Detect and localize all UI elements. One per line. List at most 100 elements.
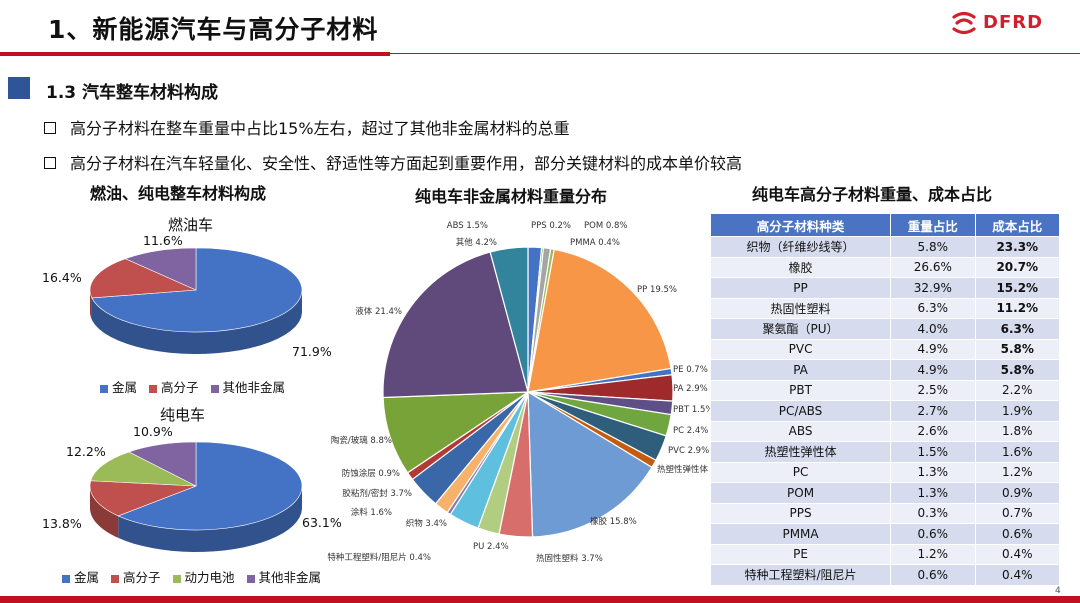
pie-data-label: 液体 21.4% (355, 306, 402, 317)
pie-slice-其他非金属 (128, 441, 197, 487)
table-cell: 1.3% (890, 482, 976, 504)
pie-data-label: PBT 1.5% (673, 405, 713, 415)
table-cell: 0.3% (890, 502, 976, 524)
table-cell: 0.7% (974, 502, 1061, 524)
table-cell: 6.3% (974, 318, 1061, 340)
table-cell: PMMA (709, 523, 892, 545)
legend-label: 高分子 (161, 380, 199, 395)
legend-swatch (111, 574, 120, 583)
pie-slice-side (91, 290, 302, 354)
table-row: POM 1.3% 0.9% (709, 482, 1061, 504)
subtitle-left: 燃油、纯电整车材料构成 (90, 184, 267, 203)
table-cell: 0.4% (974, 543, 1061, 565)
table-cell: PC/ABS (709, 400, 892, 422)
logo-text: DFRD (983, 12, 1044, 33)
legend-swatch (149, 384, 158, 393)
table-header-row: 高分子材料种类 重量占比 成本占比 (709, 213, 1061, 237)
table-cell: 热塑性弹性体 (709, 441, 892, 463)
pie-slice-液体 (382, 251, 529, 399)
pie-slice-side (118, 486, 302, 552)
ev-car-legend: 金属 高分子 动力电池 其他非金属 (62, 567, 321, 586)
table-cell: 1.2% (974, 461, 1061, 483)
table-cell: 15.2% (974, 277, 1061, 299)
bullet-square-icon (44, 156, 56, 169)
table-cell: 1.6% (974, 441, 1061, 463)
table-cell: 0.6% (890, 564, 976, 586)
table-row: 特种工程塑料/阻尼片 0.6% 0.4% (709, 564, 1061, 586)
table-row: PP 32.9% 15.2% (709, 277, 1061, 299)
table-cell: 1.2% (890, 543, 976, 565)
ev-label-battery: 12.2% (66, 444, 106, 459)
subtitle-middle: 纯电车非金属材料重量分布 (415, 187, 608, 206)
legend-label: 金属 (74, 570, 100, 585)
fuel-car-pie-chart (89, 247, 303, 354)
legend-swatch (172, 574, 181, 583)
table-cell: 1.3% (890, 461, 976, 483)
table-row: 聚氨酯（PU） 4.0% 6.3% (709, 318, 1061, 340)
bullet-text: 高分子材料在整车重量中占比15%左右，超过了其他非金属材料的总重 (70, 119, 570, 138)
pie-data-label: PE 0.7% (673, 365, 708, 375)
table-cell: 特种工程塑料/阻尼片 (709, 564, 892, 586)
section-marker (8, 77, 30, 99)
legend-swatch (210, 384, 219, 393)
table-cell: 0.9% (974, 482, 1061, 504)
legend-item: 高分子 (111, 567, 161, 586)
footer-bar (0, 596, 1080, 603)
table-cell: 2.2% (974, 379, 1061, 401)
page-number: 4 (1055, 586, 1061, 596)
pie-data-label: 防蚀涂层 0.9% (342, 468, 400, 479)
pie-data-label: 其他 4.2% (456, 237, 497, 248)
table-cell: 橡胶 (709, 256, 892, 278)
table-header-cell: 重量占比 (890, 213, 976, 237)
table-row: PC/ABS 2.7% 1.9% (709, 400, 1061, 422)
pie-slice-PP (527, 248, 672, 393)
table-row: PVC 4.9% 5.8% (709, 338, 1061, 360)
table-header-cell: 成本占比 (974, 213, 1061, 237)
pie-slice-side (90, 486, 119, 538)
pie-data-label: 特种工程塑料/阻尼片 0.4% (327, 552, 431, 563)
table-row: 热塑性弹性体 1.5% 1.6% (709, 441, 1061, 463)
table-cell: POM (709, 482, 892, 504)
table-cell: 11.2% (974, 297, 1061, 319)
ev-nonmetal-pie-chart: ABS 1.5% PPS 0.2% POM 0.8% PMMA 0.4% PP 19.5… (327, 221, 720, 564)
table-cell: PBT (709, 379, 892, 401)
pie-data-label: PMMA 0.4% (570, 238, 620, 248)
legend-item: 金属 (100, 377, 137, 396)
table-cell: 5.8% (974, 338, 1061, 360)
table-row: PC 1.3% 1.2% (709, 461, 1061, 483)
bullet-square-icon (44, 121, 56, 134)
table-cell: 热固性塑料 (709, 297, 892, 319)
legend-item: 高分子 (149, 377, 199, 396)
fuel-car-legend: 金属 高分子 其他非金属 (100, 377, 285, 396)
pie-data-label: PP 19.5% (637, 285, 677, 295)
ev-label-metal: 63.1% (302, 515, 342, 530)
dongfeng-emblem-icon (952, 11, 976, 35)
legend-label: 金属 (112, 380, 138, 395)
legend-label: 动力电池 (184, 570, 235, 585)
legend-swatch (246, 574, 255, 583)
table-cell: 聚氨酯（PU） (709, 318, 892, 340)
dfrd-logo (952, 11, 976, 35)
table-cell: 6.3% (890, 297, 976, 319)
fuel-label-polymer: 16.4% (42, 270, 82, 285)
legend-item: 金属 (62, 567, 99, 586)
pie-slice-橡胶 (527, 390, 653, 538)
table-cell: 5.8% (890, 236, 976, 258)
table-cell: PC (709, 461, 892, 483)
pie-data-label: 热塑性弹性体 0.9% (657, 464, 720, 475)
legend-item: 其他非金属 (246, 567, 321, 586)
table-row: PBT 2.5% 2.2% (709, 379, 1061, 401)
table-cell: 2.7% (890, 400, 976, 422)
fuel-label-metal: 71.9% (292, 344, 332, 359)
pie-data-label: 涂料 1.6% (351, 507, 392, 518)
table-cell: 26.6% (890, 256, 976, 278)
table-cell: 织物（纤维纱线等） (709, 236, 892, 258)
polymer-cost-table: 高分子材料种类 重量占比 成本占比 织物（纤维纱线等） 5.8% 23.3% 橡胶 26… (709, 213, 1061, 586)
pie-data-label: ABS 1.5% (447, 221, 488, 231)
table-cell: 1.8% (974, 420, 1061, 442)
ev-car-title: 纯电车 (160, 406, 206, 424)
pie-data-label: PA 2.9% (673, 384, 708, 394)
title-rule-thin (390, 53, 1080, 54)
legend-label: 高分子 (123, 570, 161, 585)
bullet-item: 高分子材料在汽车轻量化、安全性、舒适性等方面起到重要作用，部分关键材料的成本单价… (44, 150, 742, 174)
